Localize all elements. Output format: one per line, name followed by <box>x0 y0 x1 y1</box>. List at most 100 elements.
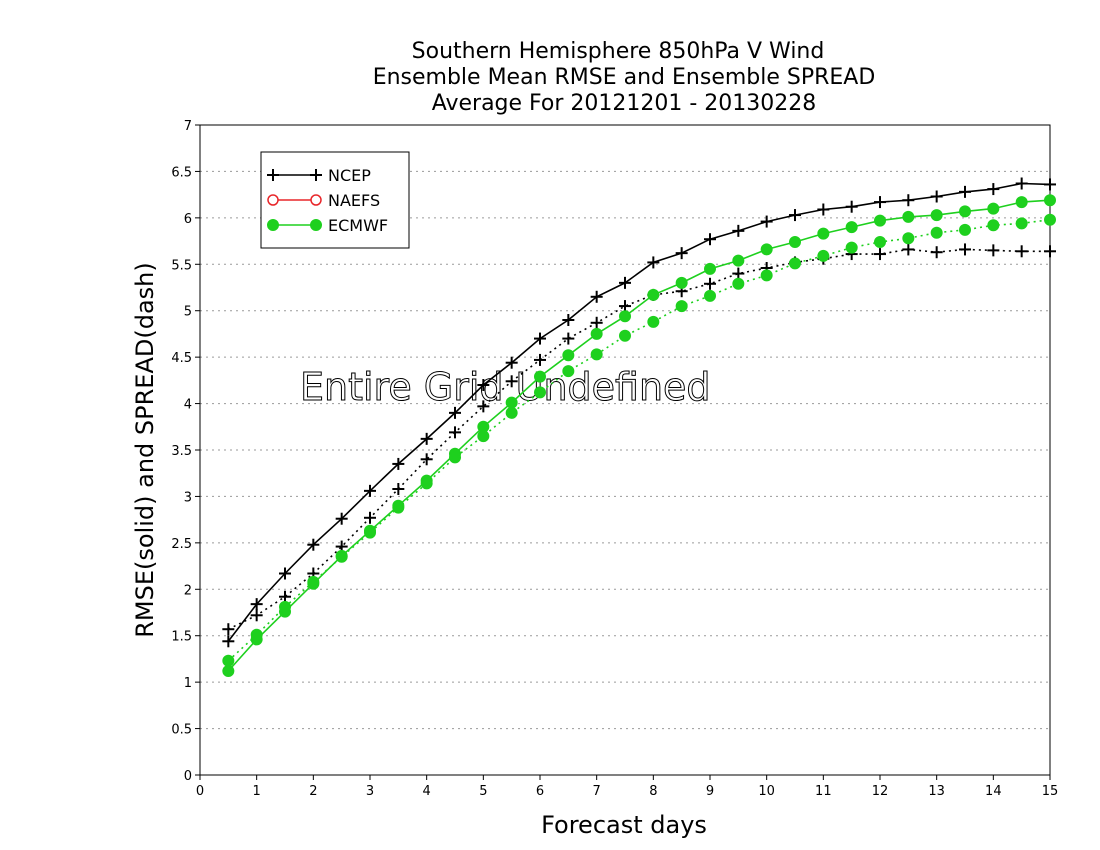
ecmwf-rmse-point <box>874 214 886 227</box>
ecmwf-spread-point <box>477 430 490 443</box>
ncep-spread-point <box>364 511 376 524</box>
ncep-rmse-point <box>307 538 320 551</box>
ecmwf-rmse-point <box>987 202 1000 215</box>
ecmwf-rmse-point <box>562 349 575 362</box>
ecmwf-spread-point <box>364 526 376 539</box>
ecmwf-rmse-point <box>675 276 688 289</box>
y-axis-label: RMSE(solid) and SPREAD(dash) <box>131 262 159 638</box>
ncep-spread-point <box>902 243 915 256</box>
legend-marker <box>310 169 322 181</box>
y-tick-label: 6.5 <box>171 165 192 180</box>
ecmwf-rmse-line <box>227 199 1051 672</box>
ncep-rmse-line <box>227 182 1051 642</box>
ecmwf-spread-point <box>930 226 943 239</box>
ecmwf-spread-point <box>449 451 461 464</box>
legend-marker <box>267 194 279 206</box>
ncep-rmse-point <box>392 457 405 470</box>
y-tick-label: 0.5 <box>171 723 192 738</box>
ecmwf-rmse-point <box>704 262 716 275</box>
ncep-rmse-point <box>534 332 546 345</box>
ncep-spread-point <box>505 375 518 388</box>
ecmwf-spread-point <box>250 628 263 641</box>
ecmwf-spread-point <box>392 501 405 514</box>
ncep-spread-point <box>279 590 291 603</box>
ncep-rmse-point <box>1044 178 1056 191</box>
ecmwf-spread-point <box>647 315 660 328</box>
ncep-rmse-point <box>902 194 915 207</box>
ecmwf-rmse-point <box>1015 196 1028 209</box>
ecmwf-rmse-point <box>732 254 745 267</box>
ecmwf-spread-point <box>704 289 716 302</box>
ncep-rmse-point <box>817 203 830 216</box>
ecmwf-spread-point <box>817 249 830 262</box>
ecmwf-rmse-point <box>619 310 631 323</box>
ecmwf-rmse-point <box>534 370 546 383</box>
ncep-spread-point <box>1044 245 1056 258</box>
ncep-spread-point <box>987 244 1000 257</box>
undefined-grid-annotation: Entire Grid Undefined <box>300 365 711 409</box>
y-tick-label: 2.5 <box>171 537 192 552</box>
ncep-spread-point <box>590 316 603 329</box>
legend-item-ecmwf: ECMWF <box>267 216 388 235</box>
ecmwf-rmse-point <box>647 288 660 301</box>
y-tick-label: 6 <box>184 212 192 227</box>
y-tick-label: 1 <box>184 676 192 691</box>
y-tick-label: 2 <box>184 583 192 598</box>
ncep-rmse-point <box>279 567 291 580</box>
y-tick-label: 3.5 <box>171 444 192 459</box>
legend-item-ncep: NCEP <box>267 166 371 185</box>
ncep-rmse-point <box>590 290 603 303</box>
chart-title-line-3: Average For 20121201 - 20130228 <box>432 91 817 116</box>
y-tick-label: 5 <box>184 305 192 320</box>
ncep-spread-line <box>227 248 1050 630</box>
ecmwf-spread-point <box>562 365 575 378</box>
legend-marker <box>267 169 279 181</box>
chart-title-line-2: Ensemble Mean RMSE and Ensemble SPREAD <box>373 65 876 90</box>
x-tick-label: 2 <box>309 784 317 799</box>
x-tick-label: 3 <box>366 784 374 799</box>
legend-marker <box>310 219 322 231</box>
ecmwf-rmse-point <box>817 227 830 240</box>
ncep-rmse-point <box>675 247 688 260</box>
ncep-rmse-point <box>987 183 1000 196</box>
ecmwf-spread-point <box>505 406 518 419</box>
ncep-spread-point <box>619 300 631 313</box>
ecmwf-rmse-point <box>222 665 235 677</box>
ecmwf-spread-point <box>845 241 858 254</box>
y-tick-label: 4.5 <box>171 351 192 366</box>
ecmwf-rmse-point <box>930 209 943 222</box>
x-tick-label: 14 <box>985 784 1002 799</box>
legend-item-naefs: NAEFS <box>267 191 380 210</box>
ecmwf-spread-point <box>279 600 291 613</box>
legend: NCEP NAEFS ECMWF <box>260 151 410 249</box>
y-tick-label: 1.5 <box>171 630 192 645</box>
x-tick-label: 13 <box>928 784 945 799</box>
x-tick-label: 10 <box>758 784 775 799</box>
ncep-rmse-point <box>364 484 376 497</box>
ncep-spread-point <box>704 277 716 290</box>
series-layer <box>222 177 1056 677</box>
ncep-rmse-point <box>335 512 348 525</box>
ecmwf-spread-point <box>959 223 971 236</box>
ncep-rmse-point <box>420 432 433 445</box>
ecmwf-rmse-point <box>959 205 971 218</box>
ecmwf-spread-point <box>1044 213 1056 226</box>
ncep-spread-point <box>477 400 490 413</box>
ncep-rmse-point <box>477 379 490 391</box>
ecmwf-spread-point <box>987 219 1000 232</box>
legend-label: NCEP <box>328 166 371 185</box>
x-tick-label: 0 <box>196 784 204 799</box>
ncep-rmse-point <box>505 356 518 369</box>
ecmwf-spread-point <box>902 232 915 245</box>
ecmwf-spread-point <box>874 236 886 248</box>
ecmwf-spread-point <box>619 329 631 342</box>
ecmwf-spread-point <box>307 575 320 588</box>
ncep-rmse-point <box>449 406 461 419</box>
x-tick-label: 8 <box>649 784 657 799</box>
ecmwf-spread-line <box>227 218 1051 662</box>
ncep-rmse-point <box>874 196 886 209</box>
ncep-rmse-point <box>789 209 801 222</box>
ecmwf-rmse-point <box>590 327 603 340</box>
ncep-spread-point <box>534 353 546 366</box>
